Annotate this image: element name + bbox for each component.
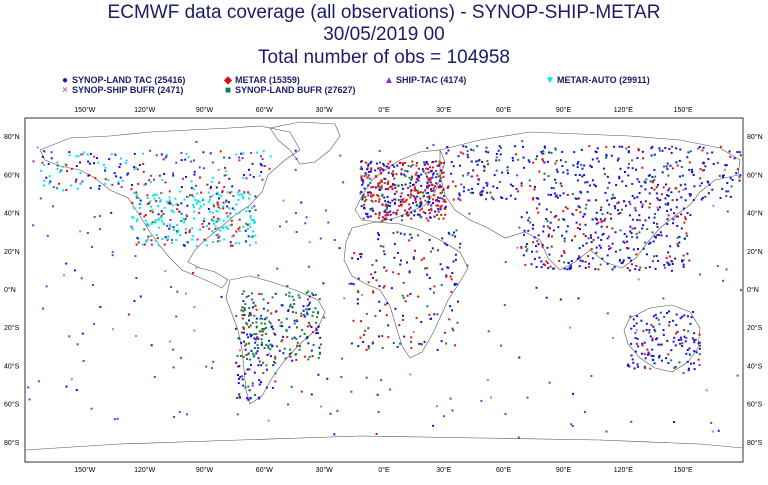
legend-item-metar: ◆ METAR (15359) bbox=[223, 75, 300, 86]
legend-label: SYNOP-LAND TAC (25416) bbox=[72, 75, 186, 85]
europe-outline bbox=[354, 149, 446, 223]
axis-labels: 150°W 150°W 120°W 120°W 90°W 90°W 60°W 60°W 30°W… bbox=[4, 106, 763, 474]
lon-tick-label: 90°E bbox=[556, 466, 572, 474]
lon-tick-label: 60°E bbox=[496, 106, 512, 114]
lat-tick-label: 60°N bbox=[4, 171, 20, 179]
lon-tick-label: 120°W bbox=[134, 466, 155, 474]
legend-label: SYNOP-SHIP BUFR (2471) bbox=[72, 85, 184, 95]
lat-tick-label: 20°N bbox=[747, 248, 763, 256]
legend-item-synop-ship-bufr: × SYNOP-SHIP BUFR (2471) bbox=[60, 85, 183, 96]
lon-tick-label: 120°E bbox=[614, 106, 633, 114]
lon-tick-label: 0°E bbox=[378, 466, 390, 474]
lat-tick-label: 20°N bbox=[4, 248, 20, 256]
legend-item-metar-auto: ▼ METAR-AUTO (29911) bbox=[545, 75, 650, 86]
lon-tick-label: 30°E bbox=[436, 106, 452, 114]
lon-tick-label: 30°W bbox=[316, 466, 334, 474]
lon-tick-label: 90°W bbox=[196, 106, 214, 114]
africa-outline bbox=[343, 221, 469, 359]
greenland-outline bbox=[269, 121, 341, 165]
antarctica-outline bbox=[24, 435, 744, 451]
lat-tick-label: 80°N bbox=[4, 133, 20, 141]
legend-item-ship-tac: ▲ SHIP-TAC (4174) bbox=[384, 75, 466, 86]
observation-points bbox=[27, 140, 742, 439]
red-diamond-icon: ◆ bbox=[224, 75, 232, 86]
legend-item-synop-land-bufr: ■ SYNOP-LAND BUFR (27627) bbox=[223, 85, 356, 96]
lon-tick-label: 150°W bbox=[74, 106, 95, 114]
lat-tick-label: 60°S bbox=[4, 401, 20, 409]
asia-outline bbox=[439, 131, 741, 271]
legend-label: SYNOP-LAND BUFR (27627) bbox=[235, 85, 356, 95]
lon-tick-label: 30°W bbox=[316, 106, 334, 114]
lat-tick-label: 80°S bbox=[747, 439, 763, 447]
lon-tick-label: 150°E bbox=[674, 106, 693, 114]
lon-tick-label: 120°E bbox=[614, 466, 633, 474]
lon-tick-label: 60°W bbox=[256, 106, 274, 114]
purple-triangle-icon: ▲ bbox=[384, 75, 394, 86]
lon-tick-label: 90°W bbox=[196, 466, 214, 474]
lon-tick-label: 120°W bbox=[134, 106, 155, 114]
blue-circle-icon: ● bbox=[61, 75, 69, 86]
lon-tick-label: 60°W bbox=[256, 466, 274, 474]
lat-tick-label: 20°S bbox=[4, 324, 20, 332]
lat-tick-label: 0°N bbox=[747, 286, 759, 294]
legend-label: METAR (15359) bbox=[235, 75, 300, 85]
lat-tick-label: 80°N bbox=[747, 133, 763, 141]
map-frame bbox=[24, 117, 744, 463]
lon-tick-label: 150°W bbox=[74, 466, 95, 474]
continents bbox=[24, 121, 744, 451]
lat-tick-label: 80°S bbox=[4, 439, 20, 447]
lat-tick-label: 60°N bbox=[747, 171, 763, 179]
map-title: ECMWF data coverage (all observations) -… bbox=[107, 2, 661, 23]
legend-item-synop-land-tac: ● SYNOP-LAND TAC (25416) bbox=[60, 75, 185, 86]
lon-tick-label: 0°E bbox=[378, 106, 390, 114]
lat-tick-label: 40°N bbox=[4, 210, 20, 218]
pink-cross-icon: × bbox=[62, 85, 68, 96]
lon-tick-label: 30°E bbox=[436, 466, 452, 474]
lat-tick-label: 40°N bbox=[747, 210, 763, 218]
south-america-outline bbox=[225, 275, 326, 405]
lat-tick-label: 40°S bbox=[4, 362, 20, 370]
lon-tick-label: 60°E bbox=[496, 466, 512, 474]
lon-tick-label: 90°E bbox=[556, 106, 572, 114]
legend-label: SHIP-TAC (4174) bbox=[396, 75, 467, 85]
lat-tick-label: 40°S bbox=[747, 362, 763, 370]
map-date: 30/05/2019 00 bbox=[323, 24, 445, 45]
north-america-outline bbox=[39, 125, 301, 289]
lon-tick-label: 150°E bbox=[674, 466, 693, 474]
cyan-triangle-icon: ▼ bbox=[545, 75, 555, 86]
legend-label: METAR-AUTO (29911) bbox=[557, 75, 650, 85]
lat-tick-label: 20°S bbox=[747, 324, 763, 332]
map-total-obs: Total number of obs = 104958 bbox=[258, 47, 510, 68]
green-square-icon: ■ bbox=[224, 85, 232, 96]
lat-tick-label: 0°N bbox=[4, 286, 16, 294]
lat-tick-label: 60°S bbox=[747, 401, 763, 409]
